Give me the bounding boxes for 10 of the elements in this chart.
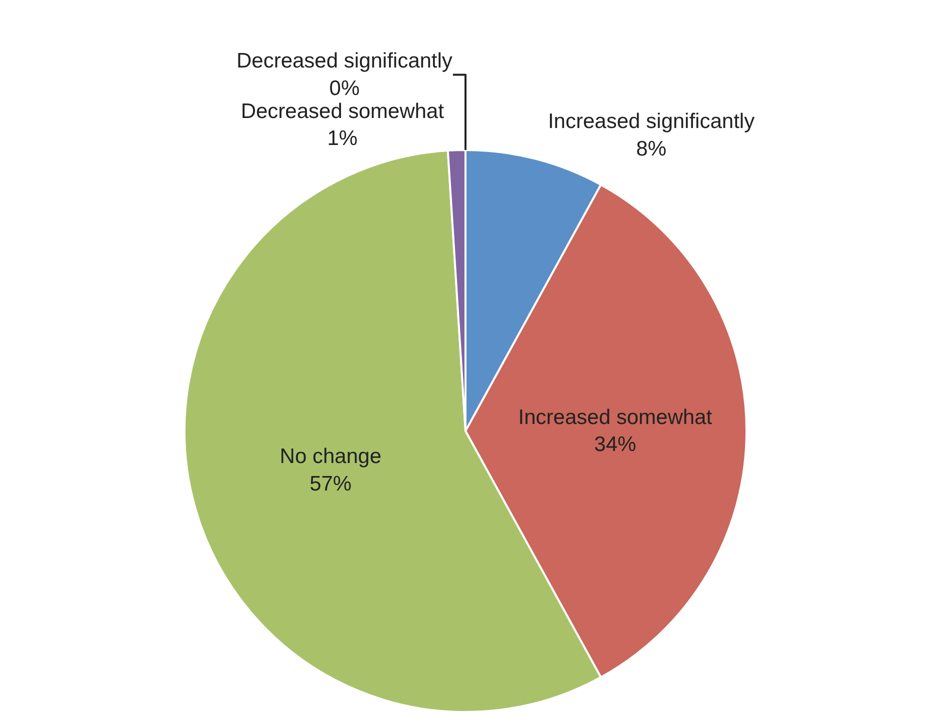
slice-label: Increased somewhat xyxy=(518,406,712,429)
data-label: 34% xyxy=(594,433,636,456)
data-label: 57% xyxy=(310,472,352,496)
slice-label: No change xyxy=(280,445,382,468)
slice-label: Decreased somewhat xyxy=(240,100,444,123)
category-label: Decreased significantly xyxy=(236,50,452,73)
data-label: 8% xyxy=(636,137,666,160)
data-label: 1% xyxy=(327,127,358,150)
text: 0% xyxy=(329,76,360,100)
slice-label: Increased significantly xyxy=(548,110,756,134)
